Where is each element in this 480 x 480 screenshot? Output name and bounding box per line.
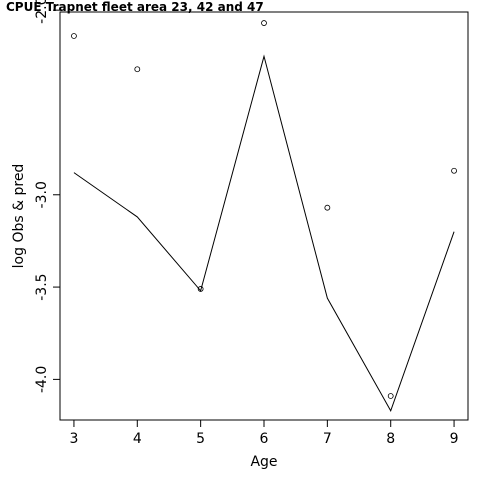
y-tick-label: -2.0	[34, 0, 50, 24]
observed-point	[451, 167, 457, 174]
y-axis-label: log Obs & pred	[11, 164, 27, 269]
x-tick-label: 4	[133, 431, 142, 447]
y-axis: -4.0 -3.5 -3.0 -2.0	[34, 0, 60, 393]
x-tick-label: 8	[386, 431, 395, 447]
observed-point	[261, 20, 267, 26]
predicted-line	[73, 54, 455, 412]
x-tick-label: 7	[323, 431, 332, 447]
observed-point	[324, 204, 331, 211]
y-tick-label: -3.0	[34, 181, 50, 208]
x-tick-label: 3	[69, 431, 78, 447]
chart-title: CPUE Trapnet fleet area 23, 42 and 47	[6, 0, 264, 14]
observed-point	[71, 33, 77, 39]
observed-point	[387, 393, 394, 399]
y-tick-label: -3.5	[34, 273, 50, 300]
x-tick-label: 6	[260, 431, 269, 447]
plot-marks	[71, 20, 457, 412]
observed-point	[134, 66, 141, 73]
y-tick-label: -4.0	[34, 366, 50, 393]
plot-frame	[59, 11, 469, 421]
x-tick-label: 5	[196, 431, 205, 447]
x-tick-label: 9	[450, 431, 459, 447]
x-axis: 3 4 5 6 7 8 9	[69, 420, 459, 447]
x-axis-label: Age	[250, 454, 277, 470]
